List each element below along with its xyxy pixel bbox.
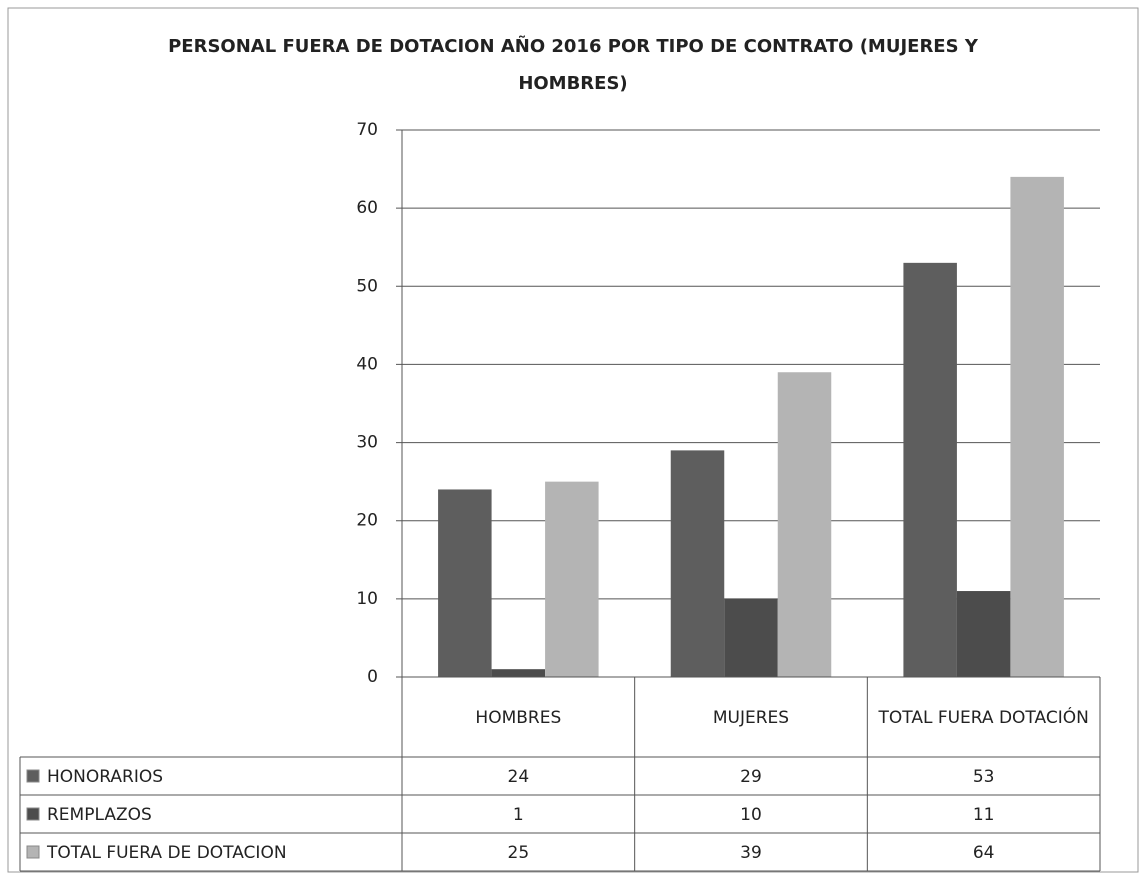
chart-title: PERSONAL FUERA DE DOTACION AÑO 2016 POR … bbox=[168, 36, 978, 94]
x-tick-label: TOTAL FUERA DOTACIÓN bbox=[878, 707, 1089, 728]
table-value: 29 bbox=[740, 767, 762, 787]
legend-label: TOTAL FUERA DE DOTACION bbox=[46, 843, 287, 863]
table-value: 25 bbox=[508, 843, 530, 863]
title-box: PERSONAL FUERA DE DOTACION AÑO 2016 POR … bbox=[168, 36, 978, 94]
bar bbox=[670, 450, 725, 677]
table-value: 1 bbox=[513, 805, 524, 825]
bar bbox=[1010, 176, 1064, 677]
y-tick-label: 50 bbox=[356, 276, 378, 296]
legend-swatch bbox=[26, 845, 40, 859]
bar bbox=[777, 372, 832, 677]
bar bbox=[956, 591, 1011, 677]
x-category-box: MUJERES bbox=[712, 707, 790, 728]
x-tick-label: MUJERES bbox=[712, 707, 790, 728]
legend-label: REMPLAZOS bbox=[47, 805, 152, 825]
x-tick-label: HOMBRES bbox=[475, 707, 562, 728]
y-tick-label: 0 bbox=[367, 667, 378, 687]
table-value: 64 bbox=[973, 843, 995, 863]
x-category-box: TOTAL FUERA DOTACIÓN bbox=[878, 707, 1089, 728]
table-value: 24 bbox=[508, 767, 530, 787]
y-tick-label: 20 bbox=[356, 511, 378, 531]
y-tick-label: 40 bbox=[356, 354, 378, 374]
y-tick-label: 10 bbox=[356, 589, 378, 609]
y-tick-label: 60 bbox=[356, 198, 378, 218]
bar bbox=[903, 262, 957, 677]
table-value: 53 bbox=[973, 767, 995, 787]
table-value: 10 bbox=[740, 805, 762, 825]
bar bbox=[545, 481, 599, 677]
bar bbox=[724, 598, 778, 677]
bar bbox=[491, 669, 546, 677]
legend-swatch bbox=[26, 807, 40, 821]
y-tick-label: 30 bbox=[356, 433, 378, 453]
table-value: 39 bbox=[740, 843, 762, 863]
table-value: 11 bbox=[973, 805, 995, 825]
x-category-box: HOMBRES bbox=[475, 707, 562, 728]
legend-label: HONORARIOS bbox=[47, 767, 163, 787]
bar bbox=[438, 489, 492, 677]
legend-swatch bbox=[26, 769, 40, 783]
y-tick-label: 70 bbox=[356, 120, 378, 140]
